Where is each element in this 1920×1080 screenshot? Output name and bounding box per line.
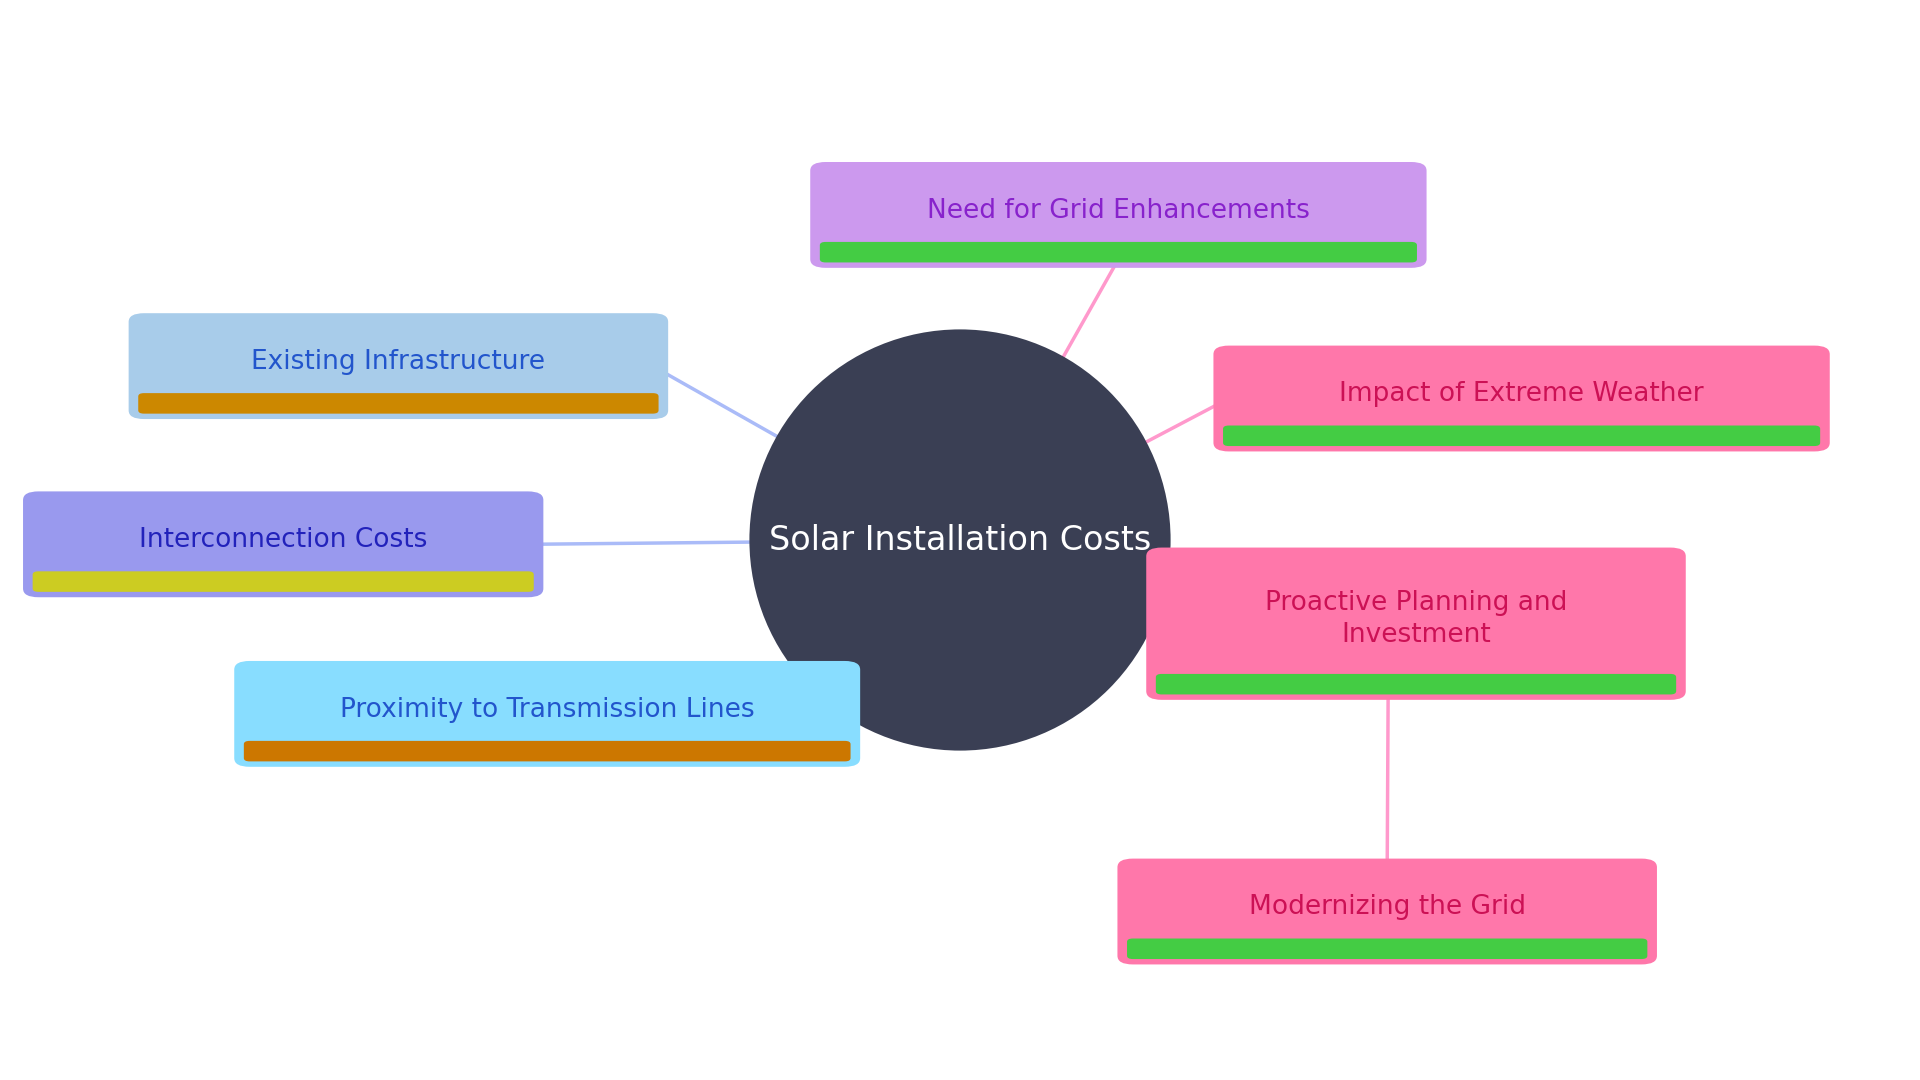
- Text: Proximity to Transmission Lines: Proximity to Transmission Lines: [340, 697, 755, 723]
- Text: Proactive Planning and
Investment: Proactive Planning and Investment: [1265, 591, 1567, 648]
- FancyBboxPatch shape: [138, 393, 659, 414]
- FancyBboxPatch shape: [1213, 346, 1830, 451]
- FancyBboxPatch shape: [810, 162, 1427, 268]
- Ellipse shape: [749, 329, 1171, 751]
- Text: Modernizing the Grid: Modernizing the Grid: [1248, 894, 1526, 920]
- Text: Interconnection Costs: Interconnection Costs: [138, 527, 428, 553]
- FancyBboxPatch shape: [129, 313, 668, 419]
- Text: Solar Installation Costs: Solar Installation Costs: [768, 524, 1152, 556]
- FancyBboxPatch shape: [1156, 674, 1676, 694]
- Text: Need for Grid Enhancements: Need for Grid Enhancements: [927, 198, 1309, 224]
- FancyBboxPatch shape: [820, 242, 1417, 262]
- FancyBboxPatch shape: [33, 571, 534, 592]
- Text: Existing Infrastructure: Existing Infrastructure: [252, 349, 545, 375]
- Text: Impact of Extreme Weather: Impact of Extreme Weather: [1340, 381, 1703, 407]
- FancyBboxPatch shape: [23, 491, 543, 597]
- FancyBboxPatch shape: [1223, 426, 1820, 446]
- FancyBboxPatch shape: [234, 661, 860, 767]
- FancyBboxPatch shape: [1146, 548, 1686, 700]
- FancyBboxPatch shape: [1127, 939, 1647, 959]
- FancyBboxPatch shape: [244, 741, 851, 761]
- FancyBboxPatch shape: [1117, 859, 1657, 964]
